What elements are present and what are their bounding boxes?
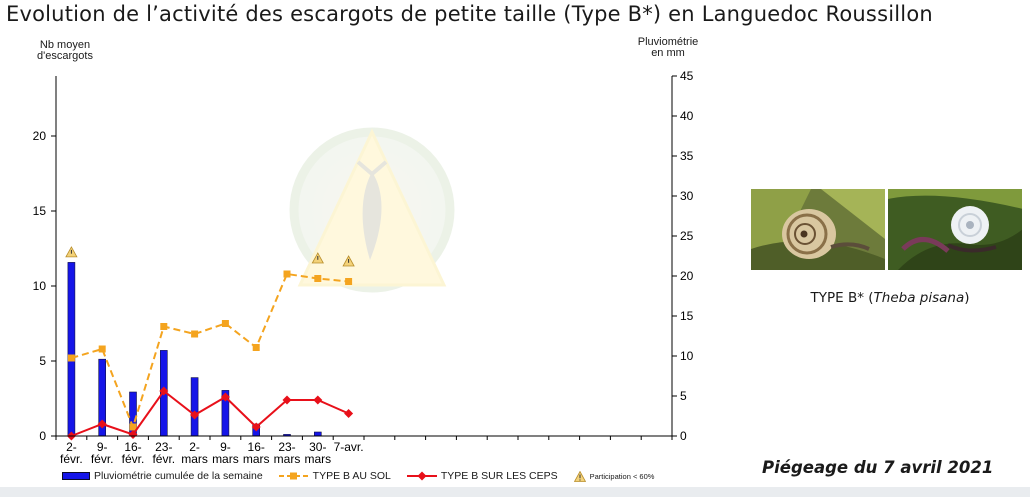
ceps-marker — [190, 410, 200, 420]
sol-marker — [191, 330, 199, 338]
bottom-bar — [0, 487, 1030, 497]
caption-suffix: ) — [964, 290, 970, 306]
rain-bar — [190, 377, 199, 437]
x-tick-label: févr. — [60, 452, 83, 466]
ceps-marker — [313, 395, 323, 405]
legend-label-participation: Participation < 60% — [589, 471, 655, 481]
ceps-marker — [159, 386, 169, 396]
right-tick-label: 45 — [680, 69, 694, 83]
rain-bar — [313, 431, 322, 437]
chart-title: Evolution de l’activité des escargots de… — [6, 2, 933, 26]
ceps-marker — [344, 409, 354, 418]
sol-marker — [314, 275, 322, 282]
legend-label-rain: Pluviométrie cumulée de la semaine — [94, 470, 263, 482]
ceps-marker — [251, 422, 261, 432]
sol-marker — [67, 354, 75, 362]
right-tick-label: 20 — [680, 269, 694, 283]
right-axis-title: Pluviométrie en mm — [637, 36, 699, 59]
sol-marker — [98, 345, 106, 353]
sol-marker — [345, 278, 353, 285]
ceps-marker — [220, 392, 230, 402]
right-tick-label: 30 — [680, 189, 694, 203]
x-tick-label: févr. — [91, 452, 114, 466]
legend-item-rain: Pluviométrie cumulée de la semaine — [62, 470, 263, 482]
legend-bar-swatch — [62, 472, 90, 480]
legend-dashed-swatch — [278, 472, 309, 480]
left-tick-label: 20 — [33, 129, 47, 143]
trap-date: Piégeage du 7 avril 2021 — [762, 458, 994, 477]
x-tick-label: mars — [181, 452, 208, 466]
legend-item-sol: TYPE B AU SOL — [278, 470, 391, 482]
x-tick-label: 30- — [309, 440, 326, 454]
sol-marker — [221, 320, 229, 327]
left-tick-label: 15 — [33, 204, 47, 218]
x-tick-label: 2- — [189, 440, 200, 454]
sol-marker — [160, 323, 168, 330]
x-tick-label: févr. — [152, 452, 175, 466]
warning-triangle-icon — [342, 255, 355, 267]
ceps-line — [71, 389, 350, 437]
x-tick-label: 7-avr. — [334, 440, 364, 454]
chart-plot: 051015200510152025303540452-févr.9-févr.… — [33, 69, 694, 466]
sol-marker — [283, 270, 291, 278]
x-tick-label: mars — [212, 452, 239, 466]
ceps-marker — [128, 430, 138, 439]
x-tick-label: 23- — [278, 440, 295, 454]
left-tick-label: 10 — [33, 279, 47, 293]
warning-triangle-icon — [311, 252, 324, 264]
snail-photo-left — [751, 189, 886, 270]
watermark-logo — [289, 127, 455, 293]
x-tick-label: mars — [274, 452, 301, 466]
warning-triangle-icon — [65, 246, 78, 258]
right-tick-label: 10 — [680, 349, 694, 363]
right-tick-label: 25 — [680, 229, 694, 243]
snail-photo-right — [887, 189, 1022, 270]
right-tick-label: 40 — [680, 109, 694, 123]
left-axis-title: Nb moyen d'escargots — [37, 39, 93, 62]
x-tick-label: 9- — [97, 440, 108, 454]
photo-caption: TYPE B* (Theba pisana) — [780, 290, 1000, 306]
caption-species: Theba pisana — [873, 290, 965, 306]
x-tick-label: 9- — [220, 440, 231, 454]
sol-marker — [129, 423, 137, 431]
snail-photos — [751, 189, 1022, 270]
right-tick-label: 35 — [680, 149, 694, 163]
legend-item-ceps: TYPE B SUR LES CEPS — [406, 470, 558, 482]
legend-item-participation: Participation < 60% — [573, 470, 655, 482]
x-tick-label: mars — [304, 452, 331, 466]
right-tick-label: 15 — [680, 309, 694, 323]
sol-marker — [252, 344, 260, 351]
legend-label-sol: TYPE B AU SOL — [312, 470, 391, 482]
x-tick-label: mars — [243, 452, 270, 466]
right-tick-label: 0 — [680, 429, 687, 443]
x-tick-label: 23- — [155, 440, 172, 454]
x-tick-label: 2- — [66, 440, 77, 454]
left-tick-label: 0 — [39, 429, 46, 443]
x-tick-label: 16- — [248, 440, 265, 454]
caption-prefix: TYPE B* ( — [810, 290, 874, 306]
x-tick-label: févr. — [122, 452, 145, 466]
x-tick-label: 16- — [124, 440, 141, 454]
chart-legend: Pluviométrie cumulée de la semaine TYPE … — [62, 470, 654, 482]
ceps-marker — [97, 419, 107, 429]
left-tick-label: 5 — [39, 354, 46, 368]
sol-line — [71, 272, 349, 431]
warning-triangle-icon — [573, 470, 586, 482]
right-tick-label: 5 — [680, 389, 687, 403]
legend-label-ceps: TYPE B SUR LES CEPS — [440, 470, 558, 482]
rain-bar — [67, 262, 76, 437]
legend-solid-swatch — [406, 471, 437, 481]
ceps-marker — [282, 395, 292, 405]
